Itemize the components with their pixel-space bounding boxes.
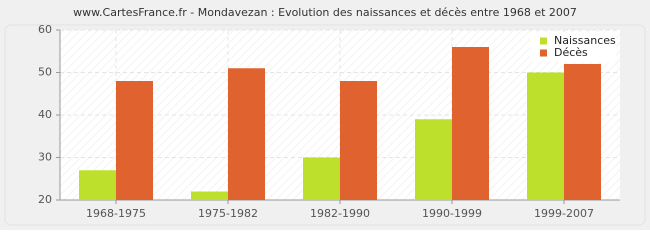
bar (340, 81, 377, 200)
chart: www.CartesFrance.fr - Mondavezan : Evolu… (0, 0, 650, 230)
bar (116, 81, 153, 200)
x-tick-label: 1999-2007 (534, 207, 594, 220)
legend-label: Naissances (554, 34, 616, 47)
y-tick-label: 50 (38, 66, 52, 79)
legend-box (530, 32, 616, 62)
x-tick-label: 1975-1982 (198, 207, 258, 220)
legend-swatch (540, 49, 547, 57)
legend-label: Décès (554, 46, 588, 59)
y-tick-label: 60 (38, 23, 52, 36)
chart-title: www.CartesFrance.fr - Mondavezan : Evolu… (73, 6, 577, 19)
bar (228, 68, 265, 200)
x-tick-label: 1968-1975 (86, 207, 146, 220)
legend-swatch (540, 37, 547, 45)
x-tick-label: 1982-1990 (310, 207, 370, 220)
bar (415, 119, 452, 200)
x-tick-label: 1990-1999 (422, 207, 482, 220)
y-tick-label: 30 (38, 151, 52, 164)
bar (79, 170, 116, 200)
bar (564, 64, 601, 200)
bar (303, 157, 340, 200)
bar (191, 191, 228, 200)
y-tick-label: 20 (38, 193, 52, 206)
bar (452, 47, 489, 200)
y-tick-label: 40 (38, 108, 52, 121)
bar (527, 72, 564, 200)
